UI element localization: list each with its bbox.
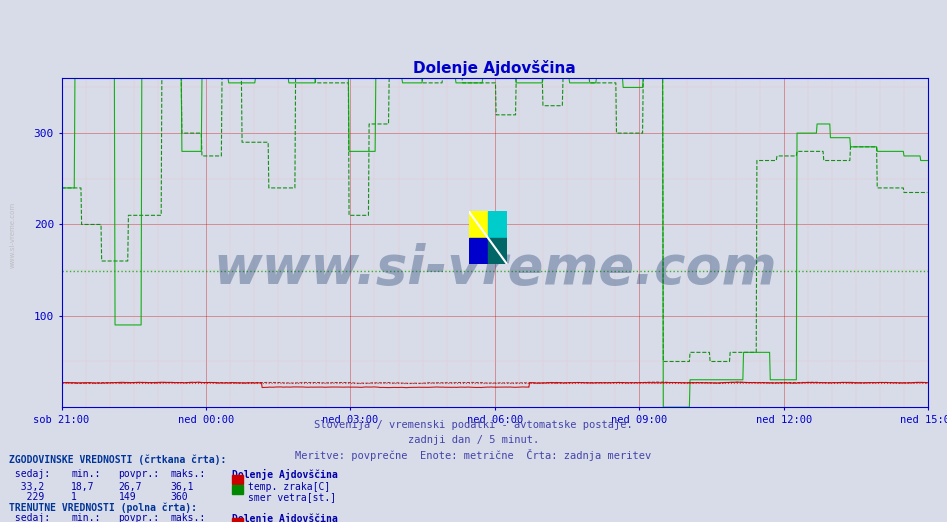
Text: maks.:: maks.: [170,513,205,522]
Bar [488,211,507,238]
Text: www.si-vreme.com: www.si-vreme.com [213,243,777,295]
Text: Dolenje Ajdovščina: Dolenje Ajdovščina [232,469,338,480]
Text: min.:: min.: [71,513,100,522]
Text: 33,2: 33,2 [9,482,45,492]
Text: Dolenje Ajdovščina: Dolenje Ajdovščina [232,513,338,522]
Text: 360: 360 [170,492,188,502]
Text: 149: 149 [118,492,136,502]
Bar [469,211,488,238]
Text: 229: 229 [9,492,45,502]
Bar [488,238,507,264]
Text: temp. zraka[C]: temp. zraka[C] [248,482,331,492]
Text: 1: 1 [71,492,77,502]
Text: povpr.:: povpr.: [118,513,159,522]
Text: 26,7: 26,7 [118,482,142,492]
Text: smer vetra[st.]: smer vetra[st.] [248,492,336,502]
Text: sedaj:: sedaj: [9,469,50,479]
Text: povpr.:: povpr.: [118,469,159,479]
Text: TRENUTNE VREDNOSTI (polna črta):: TRENUTNE VREDNOSTI (polna črta): [9,503,198,513]
Text: Meritve: povprečne  Enote: metrične  Črta: zadnja meritev: Meritve: povprečne Enote: metrične Črta:… [295,449,652,461]
Text: maks.:: maks.: [170,469,205,479]
Text: zadnji dan / 5 minut.: zadnji dan / 5 minut. [408,435,539,445]
Bar [469,238,488,264]
Text: sedaj:: sedaj: [9,513,50,522]
Text: 36,1: 36,1 [170,482,194,492]
Title: Dolenje Ajdovščina: Dolenje Ajdovščina [414,60,576,76]
Text: Slovenija / vremenski podatki - avtomatske postaje.: Slovenija / vremenski podatki - avtomats… [314,420,633,430]
Text: min.:: min.: [71,469,100,479]
Text: ZGODOVINSKE VREDNOSTI (črtkana črta):: ZGODOVINSKE VREDNOSTI (črtkana črta): [9,454,227,465]
Text: 18,7: 18,7 [71,482,95,492]
Text: www.si-vreme.com: www.si-vreme.com [9,202,15,268]
